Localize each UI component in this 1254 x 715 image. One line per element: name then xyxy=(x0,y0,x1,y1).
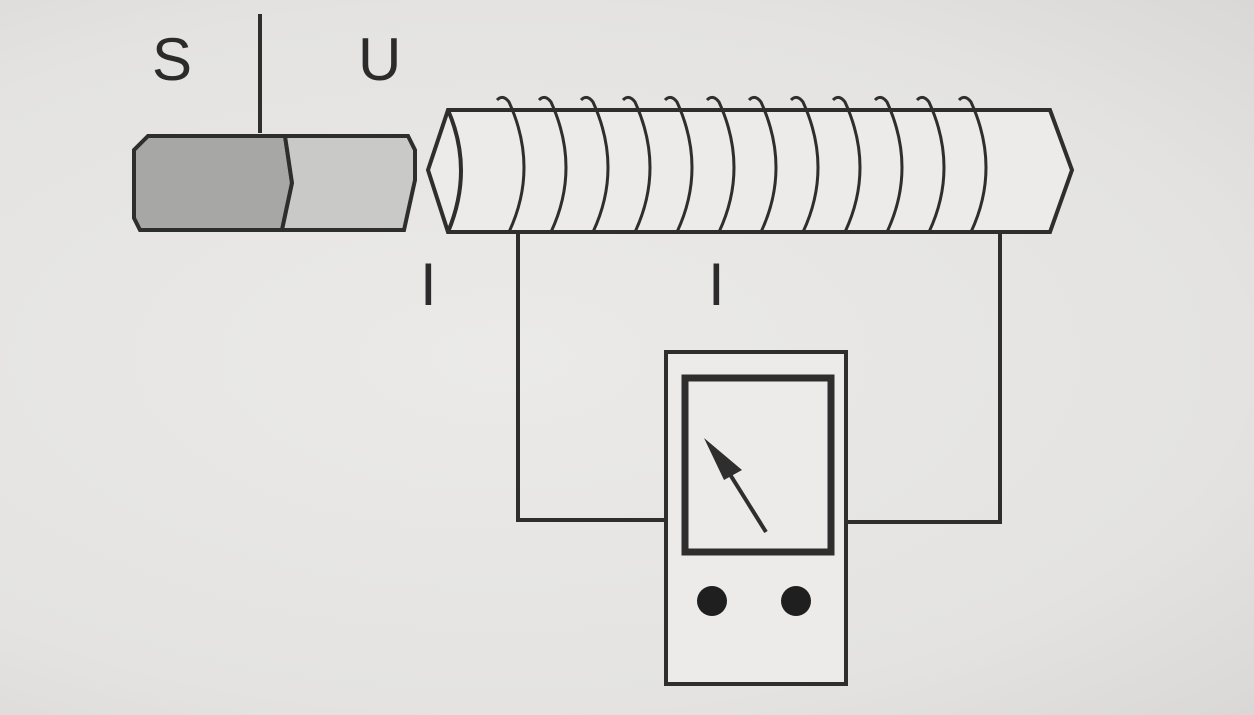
coil-winding xyxy=(957,95,988,233)
coil-winding xyxy=(663,95,694,233)
coil-winding xyxy=(579,95,610,233)
coil-winding xyxy=(537,95,568,233)
galvanometer-display xyxy=(681,374,835,556)
coil-winding xyxy=(495,95,526,233)
coil-winding xyxy=(915,95,946,233)
terminal-left xyxy=(697,586,727,616)
magnet-pole-label-north: U xyxy=(358,26,401,93)
coil-winding xyxy=(621,95,652,233)
coil-winding xyxy=(789,95,820,233)
coil-winding xyxy=(831,95,862,233)
coil-winding xyxy=(705,95,736,233)
coil-winding xyxy=(873,95,904,233)
coil-tube xyxy=(425,108,1075,234)
wire-left xyxy=(516,232,666,522)
bar-magnet xyxy=(132,14,417,232)
coil-windings xyxy=(495,95,988,233)
coil xyxy=(425,95,1075,234)
wire-right xyxy=(846,232,1002,524)
terminal-right xyxy=(781,586,811,616)
coil-winding xyxy=(747,95,778,233)
needle-arrowhead-icon xyxy=(704,438,742,480)
magnet-north-half xyxy=(279,134,417,232)
magnet-south-half xyxy=(132,134,295,232)
coil-end-mark-left: I xyxy=(420,251,437,318)
galvanometer xyxy=(664,350,848,686)
coil-left-end xyxy=(446,109,463,233)
coil-end-mark-right: I xyxy=(708,251,725,318)
magnet-pole-label-south: S xyxy=(152,26,192,93)
